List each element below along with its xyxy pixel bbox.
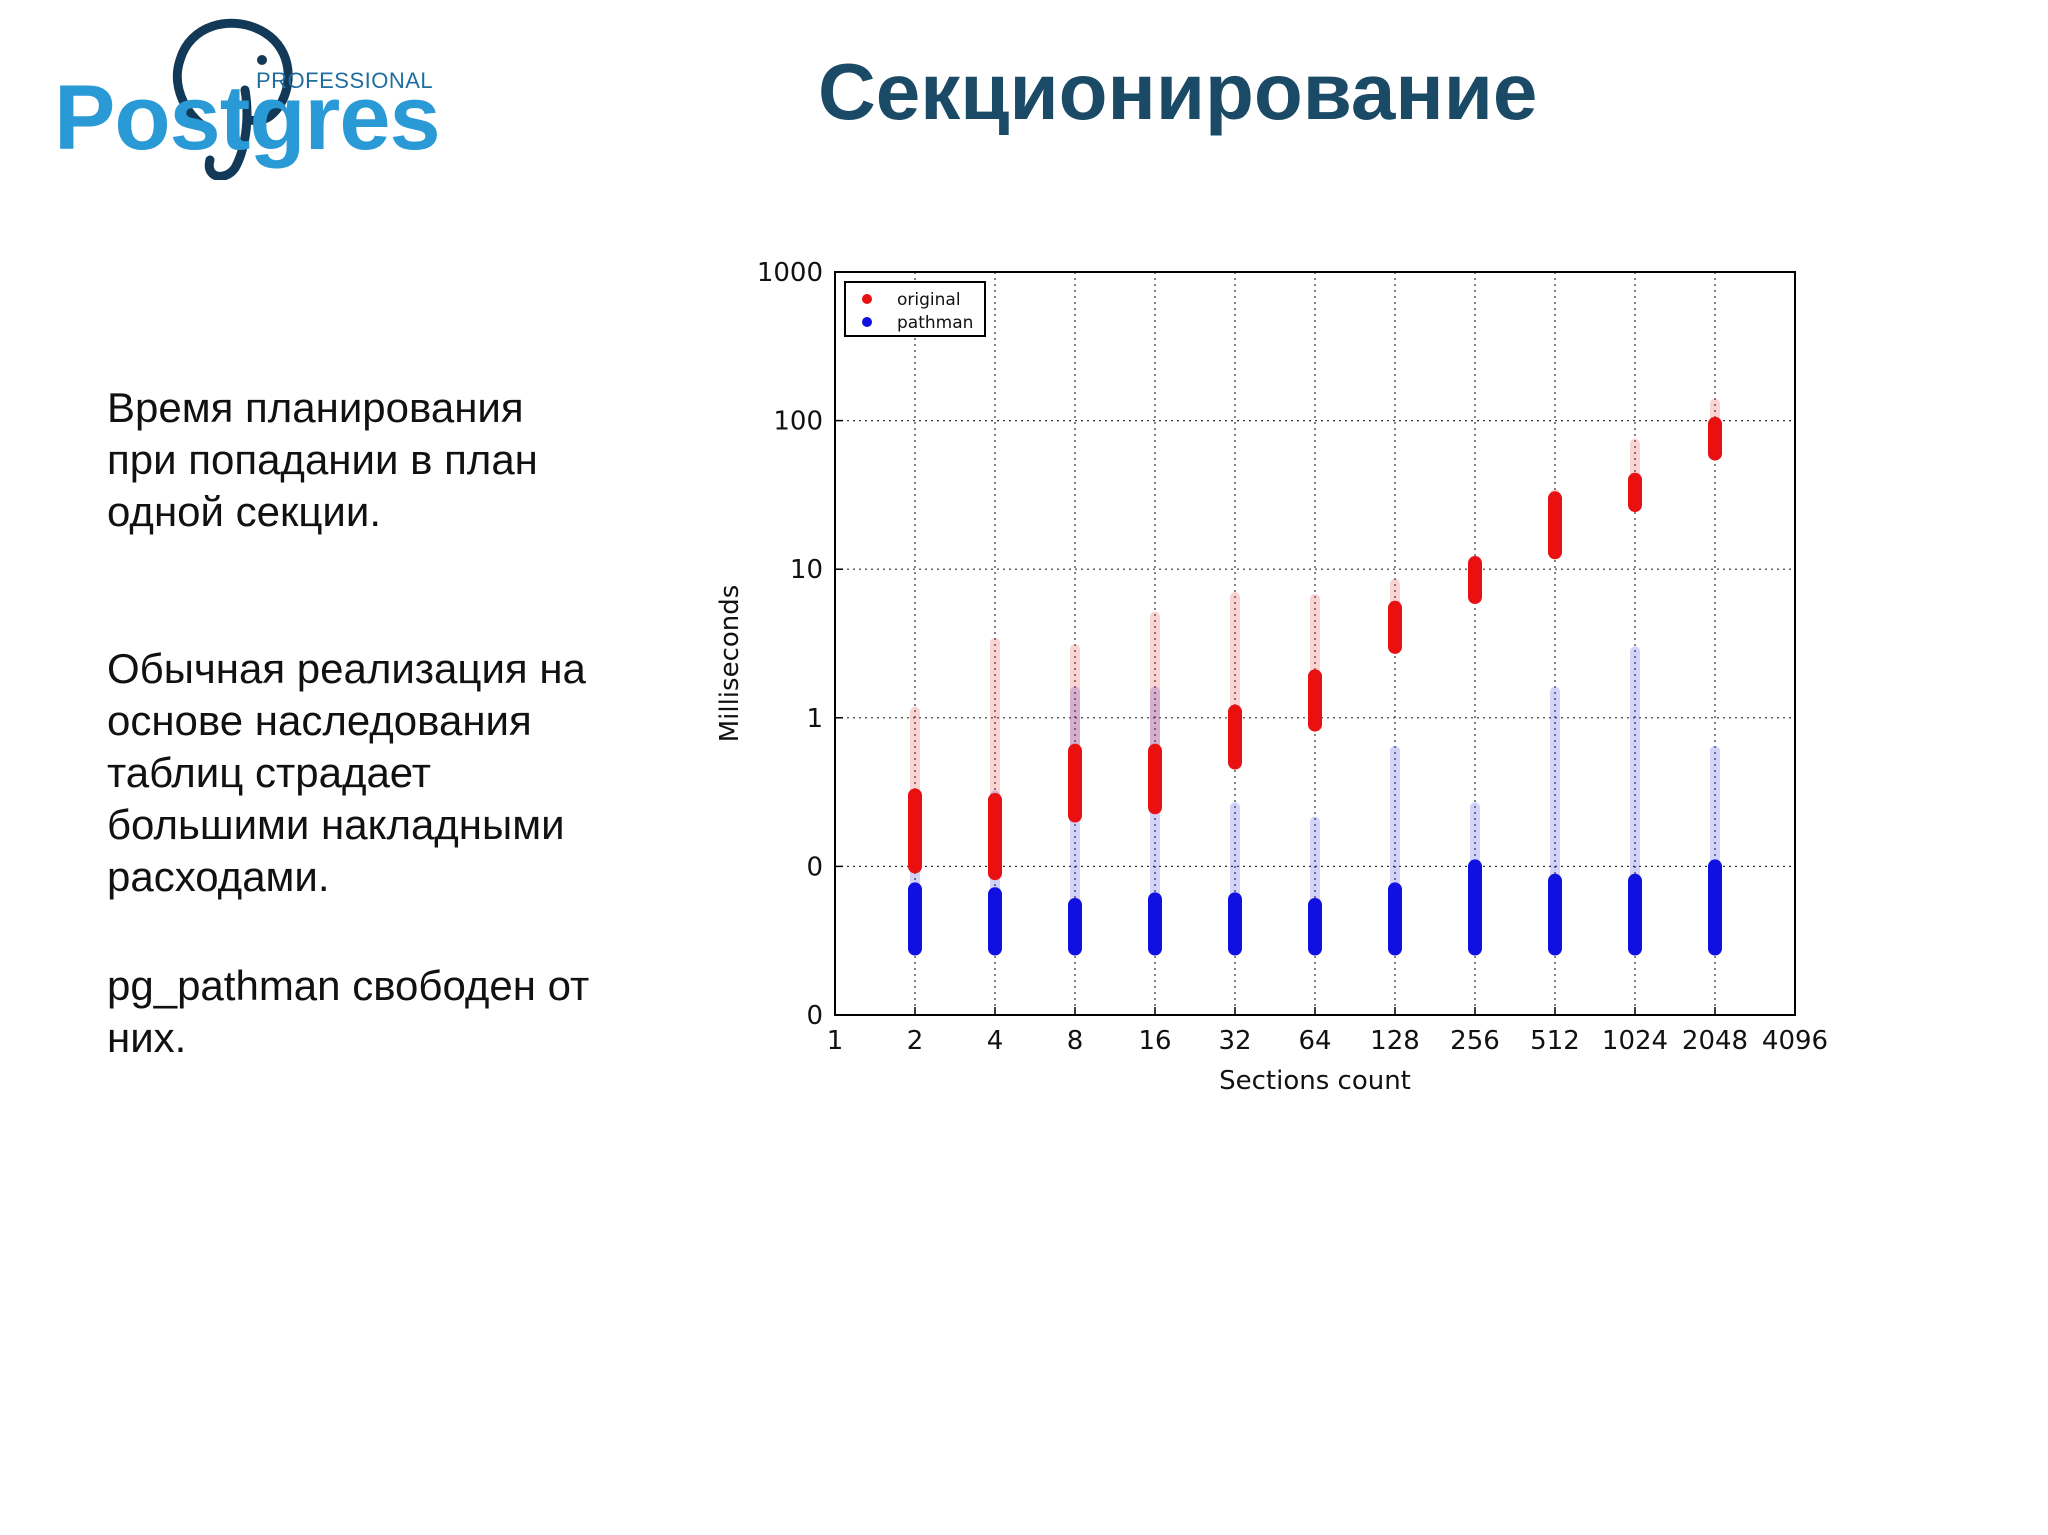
x-tick-label: 4096 xyxy=(1762,1026,1828,1056)
legend-marker-pathman xyxy=(862,317,872,327)
y-tick-label: 1 xyxy=(806,704,823,734)
elephant-icon xyxy=(172,18,293,180)
axis-ticks: 1 2 4 8 16 32 64 128 256 512 1024 2048 4096001101001… xyxy=(757,258,1828,1056)
paragraph-pathman-free: pg_pathman свободен от них. xyxy=(107,962,590,1061)
series-marks xyxy=(908,398,1722,956)
x-tick-label: 1024 xyxy=(1602,1026,1668,1056)
x-tick-label: 2048 xyxy=(1682,1026,1748,1056)
y-tick-label: 0 xyxy=(806,1001,823,1031)
x-tick-label: 1 xyxy=(827,1026,844,1056)
logo-wordmark: Postgres xyxy=(54,67,441,169)
postgres-pro-logo: Postgres PROFESSIONAL xyxy=(50,10,450,180)
paragraph-inheritance-overhead: Обычная реализация на основе наследовани… xyxy=(107,645,586,900)
x-tick-label: 128 xyxy=(1370,1026,1420,1056)
y-axis-label: Milliseconds xyxy=(715,585,745,743)
logo-tagline: PROFESSIONAL xyxy=(256,68,434,93)
x-tick-label: 16 xyxy=(1138,1026,1171,1056)
x-tick-label: 64 xyxy=(1298,1026,1331,1056)
chart-legend: original pathman xyxy=(844,281,986,337)
legend-box xyxy=(844,281,986,337)
x-tick-label: 2 xyxy=(907,1026,924,1056)
scatter-chart: 1 2 4 8 16 32 64 128 256 512 1024 2048 4096001101001… xyxy=(715,258,1828,1096)
slide-title: Секционирование xyxy=(818,47,1538,136)
x-tick-label: 4 xyxy=(987,1026,1004,1056)
legend-label-pathman: pathman xyxy=(897,313,973,333)
paragraph-planning-time: Время планирования при попадании в план … xyxy=(107,384,538,535)
y-tick-label: 10 xyxy=(790,555,823,585)
x-tick-label: 8 xyxy=(1067,1026,1084,1056)
x-tick-label: 512 xyxy=(1530,1026,1580,1056)
legend-label-original: original xyxy=(897,290,961,310)
y-tick-label: 0 xyxy=(806,852,823,882)
x-tick-label: 32 xyxy=(1218,1026,1251,1056)
legend-marker-original xyxy=(862,294,872,304)
x-axis-label: Sections count xyxy=(1219,1066,1411,1096)
y-tick-label: 1000 xyxy=(757,258,823,288)
y-tick-label: 100 xyxy=(773,407,823,437)
x-tick-label: 256 xyxy=(1450,1026,1500,1056)
